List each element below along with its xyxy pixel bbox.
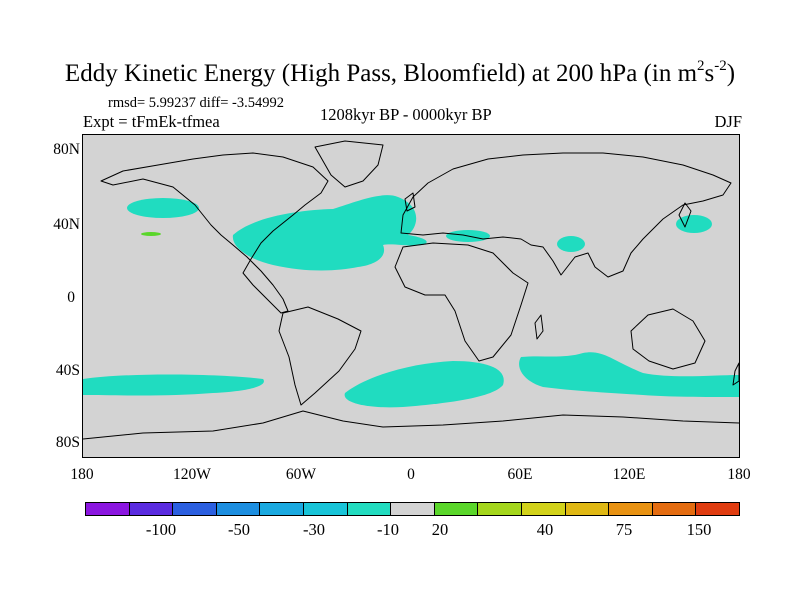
colorbar-label-8: 150 <box>686 520 712 539</box>
lat-label-40s: 40S <box>55 362 80 379</box>
season-label: DJF <box>714 112 742 131</box>
north-america-outline <box>100 152 329 314</box>
colorbar-swatch <box>173 503 217 515</box>
period-label: 1208kyr BP - 0000kyr BP <box>320 105 492 124</box>
new-zealand-outline <box>732 362 739 386</box>
colorbar-label-5: 20 <box>431 520 449 539</box>
lon-label-180e: 180 <box>727 466 751 483</box>
lat-label-40n: 40N <box>53 216 80 233</box>
colorbar-label-7: 75 <box>615 520 633 539</box>
antarctica-outline <box>83 410 739 440</box>
colorbar-swatch <box>521 503 566 515</box>
lat-label-80s: 80S <box>55 434 80 451</box>
map-panel <box>82 134 740 458</box>
japan-outline <box>678 202 692 228</box>
south-pacific-anomaly <box>83 374 264 396</box>
colorbar-swatch <box>129 503 174 515</box>
colorbar-label-3: -30 <box>303 520 325 539</box>
north-atlantic-anomaly <box>232 195 427 271</box>
lon-label-60w: 60W <box>285 466 317 483</box>
uk-outline <box>404 192 416 212</box>
colorbar <box>85 502 740 516</box>
world-map <box>83 140 739 440</box>
lon-label-180w: 180 <box>70 466 94 483</box>
colorbar-swatch <box>434 503 479 515</box>
colorbar-swatch <box>86 503 130 515</box>
coastlines <box>83 140 739 440</box>
colorbar-swatch <box>478 503 522 515</box>
lat-label-eq: 0 <box>67 289 75 306</box>
greenland-outline <box>314 140 384 188</box>
north-pacific-anomaly <box>127 198 199 218</box>
plot-title: Eddy Kinetic Energy (High Pass, Bloomfie… <box>64 58 736 87</box>
colorbar-label-6: 40 <box>536 520 554 539</box>
lat-label-80n: 80N <box>53 141 80 158</box>
experiment-label: Expt = tFmEk-tfmea <box>83 112 220 131</box>
anomaly-regions <box>83 195 739 408</box>
lon-label-120w: 120W <box>173 466 211 483</box>
colorbar-swatch <box>565 503 610 515</box>
colorbar-swatch <box>303 503 348 515</box>
colorbar-swatch <box>216 503 261 515</box>
colorbar-swatch <box>609 503 653 515</box>
india-anomaly <box>557 236 585 252</box>
nw-pacific-anomaly <box>676 215 712 233</box>
colorbar-swatch <box>696 503 739 515</box>
colorbar-swatch <box>260 503 304 515</box>
south-atlantic-anomaly <box>344 361 504 408</box>
south-america-outline <box>278 306 362 406</box>
africa-outline <box>394 242 529 362</box>
colorbar-label-1: -100 <box>145 520 177 539</box>
colorbar-label-2: -50 <box>228 520 250 539</box>
colorbar-swatch <box>347 503 392 515</box>
australia-outline <box>630 308 706 370</box>
colorbar-swatch <box>652 503 697 515</box>
madagascar-outline <box>534 314 544 340</box>
eurasia-outline <box>400 152 732 278</box>
lon-label-120e: 120E <box>612 466 646 483</box>
colorbar-swatch <box>391 503 435 515</box>
positive-anomaly <box>141 232 161 236</box>
lon-label-60e: 60E <box>507 466 533 483</box>
colorbar-label-4: -10 <box>377 520 399 539</box>
stats-text: rmsd= 5.99237 diff= -3.54992 <box>108 95 284 111</box>
southern-indian-anomaly <box>519 352 739 397</box>
lon-label-0: 0 <box>407 466 415 483</box>
